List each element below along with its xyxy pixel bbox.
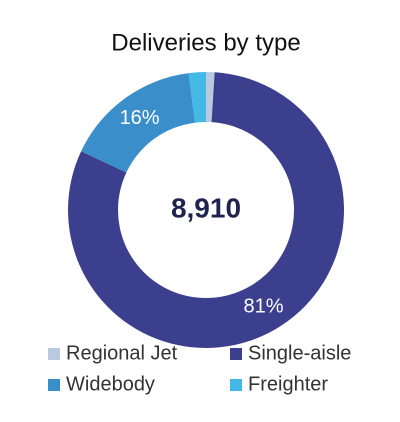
donut-slice [68, 72, 344, 348]
donut-slice [188, 72, 206, 123]
legend-label: Widebody [66, 373, 155, 395]
value-label: 81% [244, 296, 284, 318]
legend-swatch [48, 379, 60, 391]
legend-swatch [48, 348, 60, 360]
legend-swatch [230, 379, 242, 391]
donut-slice [81, 73, 195, 173]
legend-label: Regional Jet [66, 342, 178, 364]
legend-label: Single-aisle [248, 342, 351, 364]
value-label: 16% [120, 107, 160, 129]
donut-slice [206, 72, 215, 123]
chart-title: Deliveries by type [111, 29, 300, 56]
center-label: 8,910 [171, 192, 241, 223]
legend-swatch [230, 348, 242, 360]
legend-label: Freighter [248, 373, 328, 395]
